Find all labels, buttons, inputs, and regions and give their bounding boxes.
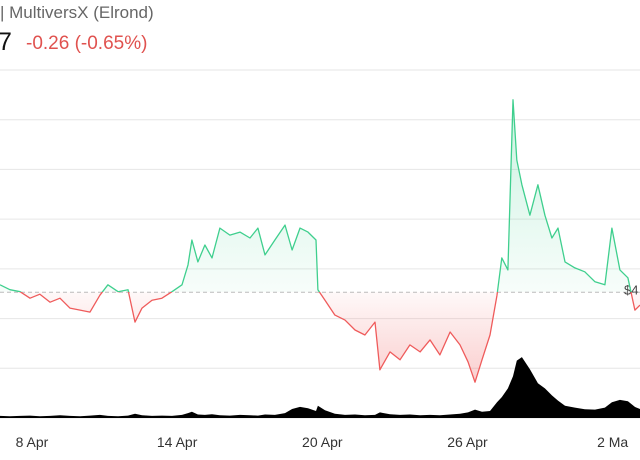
x-tick-label: 8 Apr [16,434,49,450]
price-change: -0.26 (-0.65%) [26,33,147,54]
x-tick-label: 2 Ma [597,434,628,450]
price-area [0,99,640,383]
price-line [0,99,640,383]
x-tick-label: 20 Apr [302,434,343,450]
price: 7 [0,28,12,56]
x-tick-label: 26 Apr [447,434,488,450]
chart-title: | MultiversX (Elrond) [0,3,154,22]
x-tick-label: 14 Apr [157,434,198,450]
volume-area [0,357,640,418]
